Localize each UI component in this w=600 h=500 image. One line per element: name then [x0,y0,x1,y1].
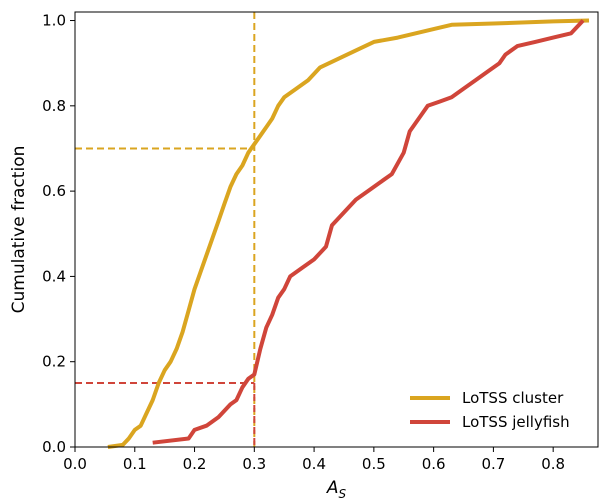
legend-label: LoTSS jellyfish [462,413,570,431]
y-tick-label: 0.0 [42,438,66,456]
x-tick-label: 0.6 [422,455,446,473]
x-tick-label: 0.5 [362,455,386,473]
x-tick-label: 0.0 [63,455,87,473]
x-axis-ticks: 0.0 0.1 0.2 0.3 0.4 0.5 0.6 0.7 0.8 [63,447,565,473]
legend-label: LoTSS cluster [462,389,564,407]
x-tick-label: 0.2 [183,455,207,473]
x-tick-label: 0.4 [302,455,326,473]
y-tick-label: 0.6 [42,182,66,200]
y-axis-label: Cumulative fraction [9,146,29,314]
x-axis-label-main: A [326,478,339,498]
reference-lines [75,12,256,447]
x-axis-label: AS [326,478,347,500]
plot-frame [74,11,599,448]
y-tick-label: 1.0 [42,12,66,30]
x-axis-label-sub: S [339,487,347,500]
y-tick-label: 0.2 [42,353,66,371]
y-axis-ticks: 0.0 0.2 0.4 0.6 0.8 1.0 [42,12,75,456]
x-tick-label: 0.7 [481,455,505,473]
x-tick-label: 0.1 [123,455,147,473]
y-tick-label: 0.8 [42,97,66,115]
y-tick-label: 0.4 [42,267,66,285]
series-lines [107,18,590,449]
x-tick-label: 0.8 [541,455,565,473]
series-line-1 [152,19,585,445]
x-tick-label: 0.3 [242,455,266,473]
legend: LoTSS cluster LoTSS jellyfish [410,389,570,431]
series-line-0 [107,18,590,449]
